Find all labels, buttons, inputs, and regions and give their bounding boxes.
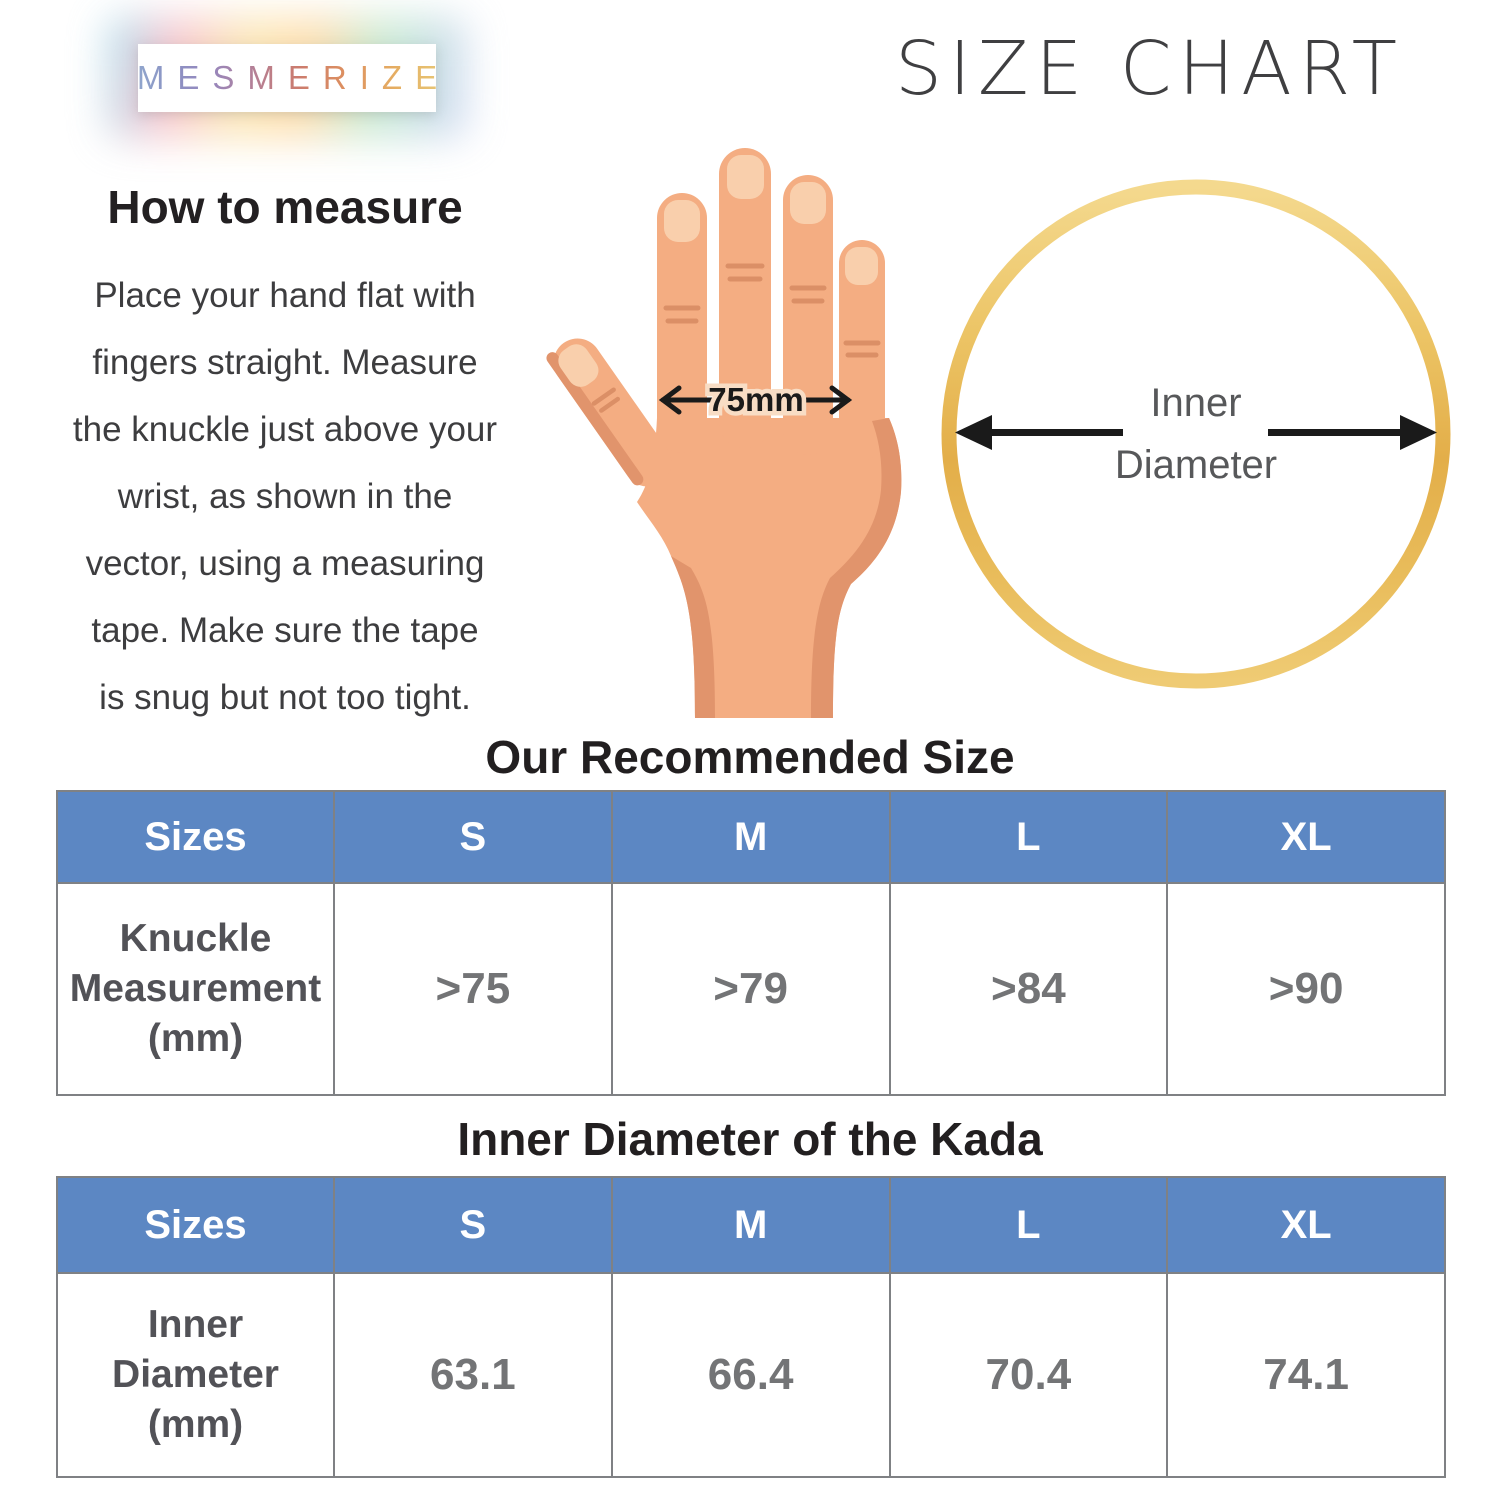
table1-title: Our Recommended Size [485,731,1015,783]
cell-value: 74.1 [1166,1272,1446,1478]
column-header: Sizes [56,790,335,884]
hand-measure-arrow [658,385,853,415]
cell-value: >90 [1166,882,1446,1096]
column-header: XL [1166,1176,1446,1274]
table-header-row: Sizes S M L XL [56,1176,1446,1274]
logo-box: MESMERIZE [137,44,437,112]
page-title: SIZE CHART [895,26,1404,112]
table2-title: Inner Diameter of the Kada [457,1113,1043,1165]
brand-logo: MESMERIZE [108,18,466,138]
column-header: XL [1166,790,1446,884]
inner-diameter-label-line2: Diameter [1115,443,1277,487]
column-header: M [610,1176,891,1274]
inner-diameter-arrow [955,415,1437,450]
table-row: Inner Diameter (mm) 63.1 66.4 70.4 74.1 [56,1272,1446,1478]
cell-value: >84 [888,882,1169,1096]
cell-value: 70.4 [888,1272,1169,1478]
cell-value: >79 [610,882,891,1096]
column-header: Sizes [56,1176,335,1274]
recommended-size-table: Sizes S M L XL Knuckle Measurement (mm) … [56,790,1446,1096]
table-header-row: Sizes S M L XL [56,790,1446,884]
logo-text: MESMERIZE [124,59,450,97]
hand-measurement-label: 75mm [708,381,803,418]
row-label: Inner Diameter (mm) [56,1272,335,1478]
column-header: S [333,790,613,884]
gold-bangle-ring [941,179,1451,689]
cell-value: 66.4 [610,1272,891,1478]
column-header: L [888,1176,1169,1274]
column-header: M [610,790,891,884]
bangle-illustration: Inner Diameter [941,179,1451,689]
hand-illustration: 75mm [546,148,902,718]
inner-diameter-table: Sizes S M L XL Inner Diameter (mm) 63.1 … [56,1176,1446,1478]
cell-value: >75 [333,882,613,1096]
row-label: Knuckle Measurement (mm) [56,882,335,1096]
table-row: Knuckle Measurement (mm) >75 >79 >84 >90 [56,882,1446,1096]
how-to-measure-heading: How to measure [107,181,463,233]
inner-diameter-label-line1: Inner [1150,381,1241,425]
column-header: L [888,790,1169,884]
cell-value: 63.1 [333,1272,613,1478]
column-header: S [333,1176,613,1274]
hand-shape [546,148,902,718]
how-to-measure-text: Place your hand flat with fingers straig… [72,276,498,717]
